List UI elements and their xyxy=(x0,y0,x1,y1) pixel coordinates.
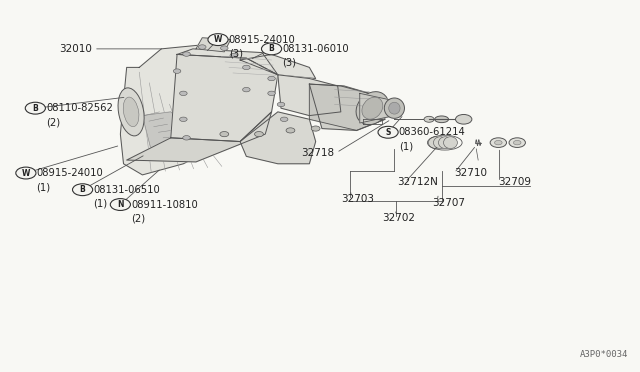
Circle shape xyxy=(311,126,320,131)
Circle shape xyxy=(180,91,187,96)
Text: W: W xyxy=(214,35,222,44)
Circle shape xyxy=(424,116,434,122)
Text: 08131-06010: 08131-06010 xyxy=(282,44,349,54)
Circle shape xyxy=(243,65,250,70)
Text: 32712N: 32712N xyxy=(397,177,438,187)
Circle shape xyxy=(268,76,275,81)
Circle shape xyxy=(513,140,521,145)
Circle shape xyxy=(262,43,282,55)
Circle shape xyxy=(255,132,264,137)
Circle shape xyxy=(268,91,275,96)
Polygon shape xyxy=(120,45,262,175)
Text: 08360-61214: 08360-61214 xyxy=(399,127,465,137)
Text: (2): (2) xyxy=(46,117,60,127)
Circle shape xyxy=(183,52,190,56)
Ellipse shape xyxy=(384,98,404,118)
Text: W: W xyxy=(22,169,30,177)
Ellipse shape xyxy=(428,137,442,148)
Ellipse shape xyxy=(118,88,144,136)
Circle shape xyxy=(208,34,228,45)
Text: 08110-82562: 08110-82562 xyxy=(46,103,113,113)
Text: B: B xyxy=(80,185,86,194)
Circle shape xyxy=(173,69,181,73)
Ellipse shape xyxy=(438,137,452,148)
Text: 32707: 32707 xyxy=(432,198,465,208)
Circle shape xyxy=(490,138,506,147)
Circle shape xyxy=(198,45,206,49)
Polygon shape xyxy=(177,49,278,75)
Circle shape xyxy=(220,132,228,137)
Circle shape xyxy=(25,102,45,114)
Circle shape xyxy=(221,46,228,50)
Text: 08915-24010: 08915-24010 xyxy=(36,168,103,178)
Circle shape xyxy=(110,199,131,211)
Text: B: B xyxy=(269,44,275,53)
Circle shape xyxy=(16,167,36,179)
Ellipse shape xyxy=(435,116,449,123)
Text: (1): (1) xyxy=(36,182,51,192)
Polygon shape xyxy=(309,84,385,131)
Polygon shape xyxy=(240,112,316,164)
Text: (2): (2) xyxy=(131,214,145,224)
Circle shape xyxy=(495,140,502,145)
Ellipse shape xyxy=(433,137,447,148)
Polygon shape xyxy=(278,75,341,116)
Text: B: B xyxy=(33,104,38,113)
Circle shape xyxy=(378,126,398,138)
Ellipse shape xyxy=(124,97,139,126)
Ellipse shape xyxy=(356,92,388,125)
Polygon shape xyxy=(309,84,385,131)
Polygon shape xyxy=(143,112,189,153)
Circle shape xyxy=(286,128,295,133)
Polygon shape xyxy=(171,54,278,141)
Circle shape xyxy=(230,53,237,58)
Text: N: N xyxy=(117,200,124,209)
Text: (3): (3) xyxy=(282,58,296,68)
Text: (3): (3) xyxy=(228,49,243,59)
Text: 32718: 32718 xyxy=(301,148,335,158)
Ellipse shape xyxy=(388,102,400,114)
Circle shape xyxy=(243,87,250,92)
Text: 08911-10810: 08911-10810 xyxy=(131,199,198,209)
Circle shape xyxy=(180,117,187,122)
Polygon shape xyxy=(127,112,271,162)
Polygon shape xyxy=(240,54,316,78)
Text: A3P0*0034: A3P0*0034 xyxy=(580,350,628,359)
Text: (1): (1) xyxy=(93,199,108,209)
Text: 32703: 32703 xyxy=(341,194,374,204)
Text: 32702: 32702 xyxy=(382,212,415,222)
Circle shape xyxy=(509,138,525,147)
Ellipse shape xyxy=(444,137,458,148)
Text: (1): (1) xyxy=(399,141,413,151)
Ellipse shape xyxy=(362,97,383,119)
Circle shape xyxy=(280,117,288,122)
Circle shape xyxy=(183,136,190,140)
Circle shape xyxy=(456,115,472,124)
Text: 08915-24010: 08915-24010 xyxy=(228,35,296,45)
Polygon shape xyxy=(360,93,394,123)
Text: 08131-06510: 08131-06510 xyxy=(93,185,160,195)
Text: S: S xyxy=(385,128,391,137)
Circle shape xyxy=(277,102,285,107)
Text: 32010: 32010 xyxy=(59,44,92,54)
Text: 32710: 32710 xyxy=(454,168,487,178)
Text: 32709: 32709 xyxy=(499,177,531,187)
Polygon shape xyxy=(196,38,230,52)
Circle shape xyxy=(72,184,93,196)
